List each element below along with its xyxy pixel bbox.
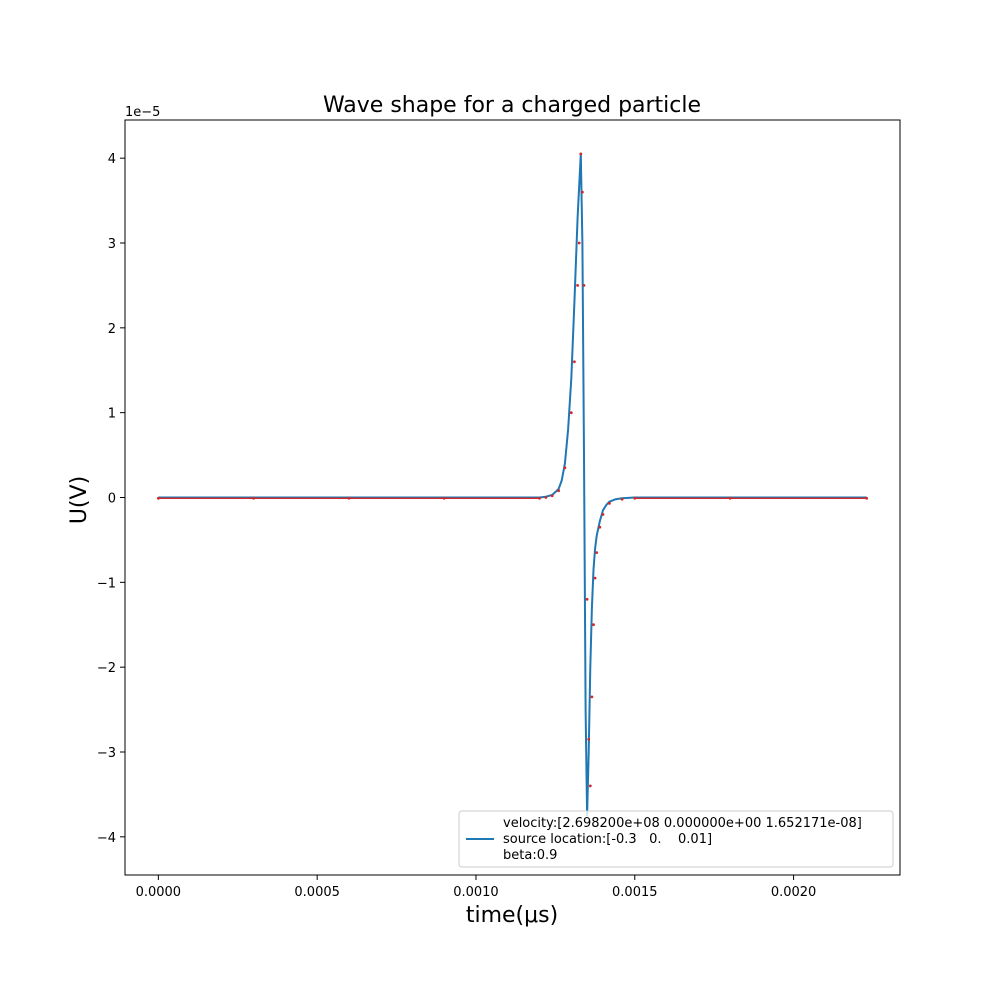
- plot-area: [157, 152, 868, 817]
- legend: velocity:[2.698200e+08 0.000000e+00 1.65…: [458, 810, 894, 868]
- series-marker: [585, 597, 589, 601]
- y-tick-label: −4: [97, 831, 116, 846]
- legend-line-source-location: source location:[-0.3 0. 0.01]: [503, 832, 712, 847]
- series-marker: [576, 284, 579, 287]
- series-marker: [563, 466, 567, 470]
- y-tick-label: 1: [108, 407, 116, 422]
- x-tick-label: 0.0015: [612, 885, 658, 900]
- series-marker: [608, 502, 611, 505]
- series-marker: [598, 525, 602, 529]
- y-tick-label: −3: [97, 746, 116, 761]
- y-tick-label: 4: [108, 152, 116, 167]
- y-tick-label: 2: [108, 322, 116, 337]
- legend-line-beta: beta:0.9: [503, 848, 557, 863]
- x-axis-label: time(μs): [466, 903, 558, 928]
- series-marker: [592, 623, 595, 627]
- y-axis: −4 −3 −2 −1 0 1 2 3 4: [97, 152, 125, 846]
- series-marker: [573, 360, 576, 364]
- x-tick-label: 0.0010: [453, 885, 499, 900]
- series-marker: [601, 513, 605, 516]
- chart-title: Wave shape for a charged particle: [323, 93, 701, 118]
- x-tick-label: 0.0000: [136, 885, 182, 900]
- x-axis: 0.0000 0.0005 0.0010 0.0015 0.0020: [136, 875, 817, 900]
- series-marker: [544, 496, 548, 499]
- y-tick-label: 3: [108, 237, 116, 252]
- y-tick-label: 0: [108, 492, 116, 507]
- legend-box: [458, 810, 894, 868]
- x-tick-label: 0.0005: [294, 885, 340, 900]
- series-marker: [595, 551, 599, 554]
- legend-line-velocity: velocity:[2.698200e+08 0.000000e+00 1.65…: [503, 816, 862, 831]
- series-marker: [593, 576, 597, 580]
- series-marker: [587, 737, 591, 741]
- x-tick-label: 0.0020: [771, 885, 817, 900]
- series-marker: [579, 152, 583, 156]
- y-offset-label: 1e−5: [125, 105, 160, 120]
- y-tick-label: −2: [97, 661, 116, 676]
- series-marker: [569, 411, 573, 415]
- series-marker: [581, 190, 584, 194]
- y-axis-label: U(V): [67, 476, 92, 524]
- series-marker: [550, 494, 554, 498]
- series-marker: [577, 241, 581, 245]
- series-marker: [582, 284, 586, 287]
- series-marker: [557, 489, 560, 493]
- series-line: [158, 152, 867, 817]
- y-tick-label: −1: [97, 576, 116, 591]
- series-marker: [590, 695, 594, 699]
- series-marker: [620, 497, 624, 501]
- series-marker: [588, 784, 592, 788]
